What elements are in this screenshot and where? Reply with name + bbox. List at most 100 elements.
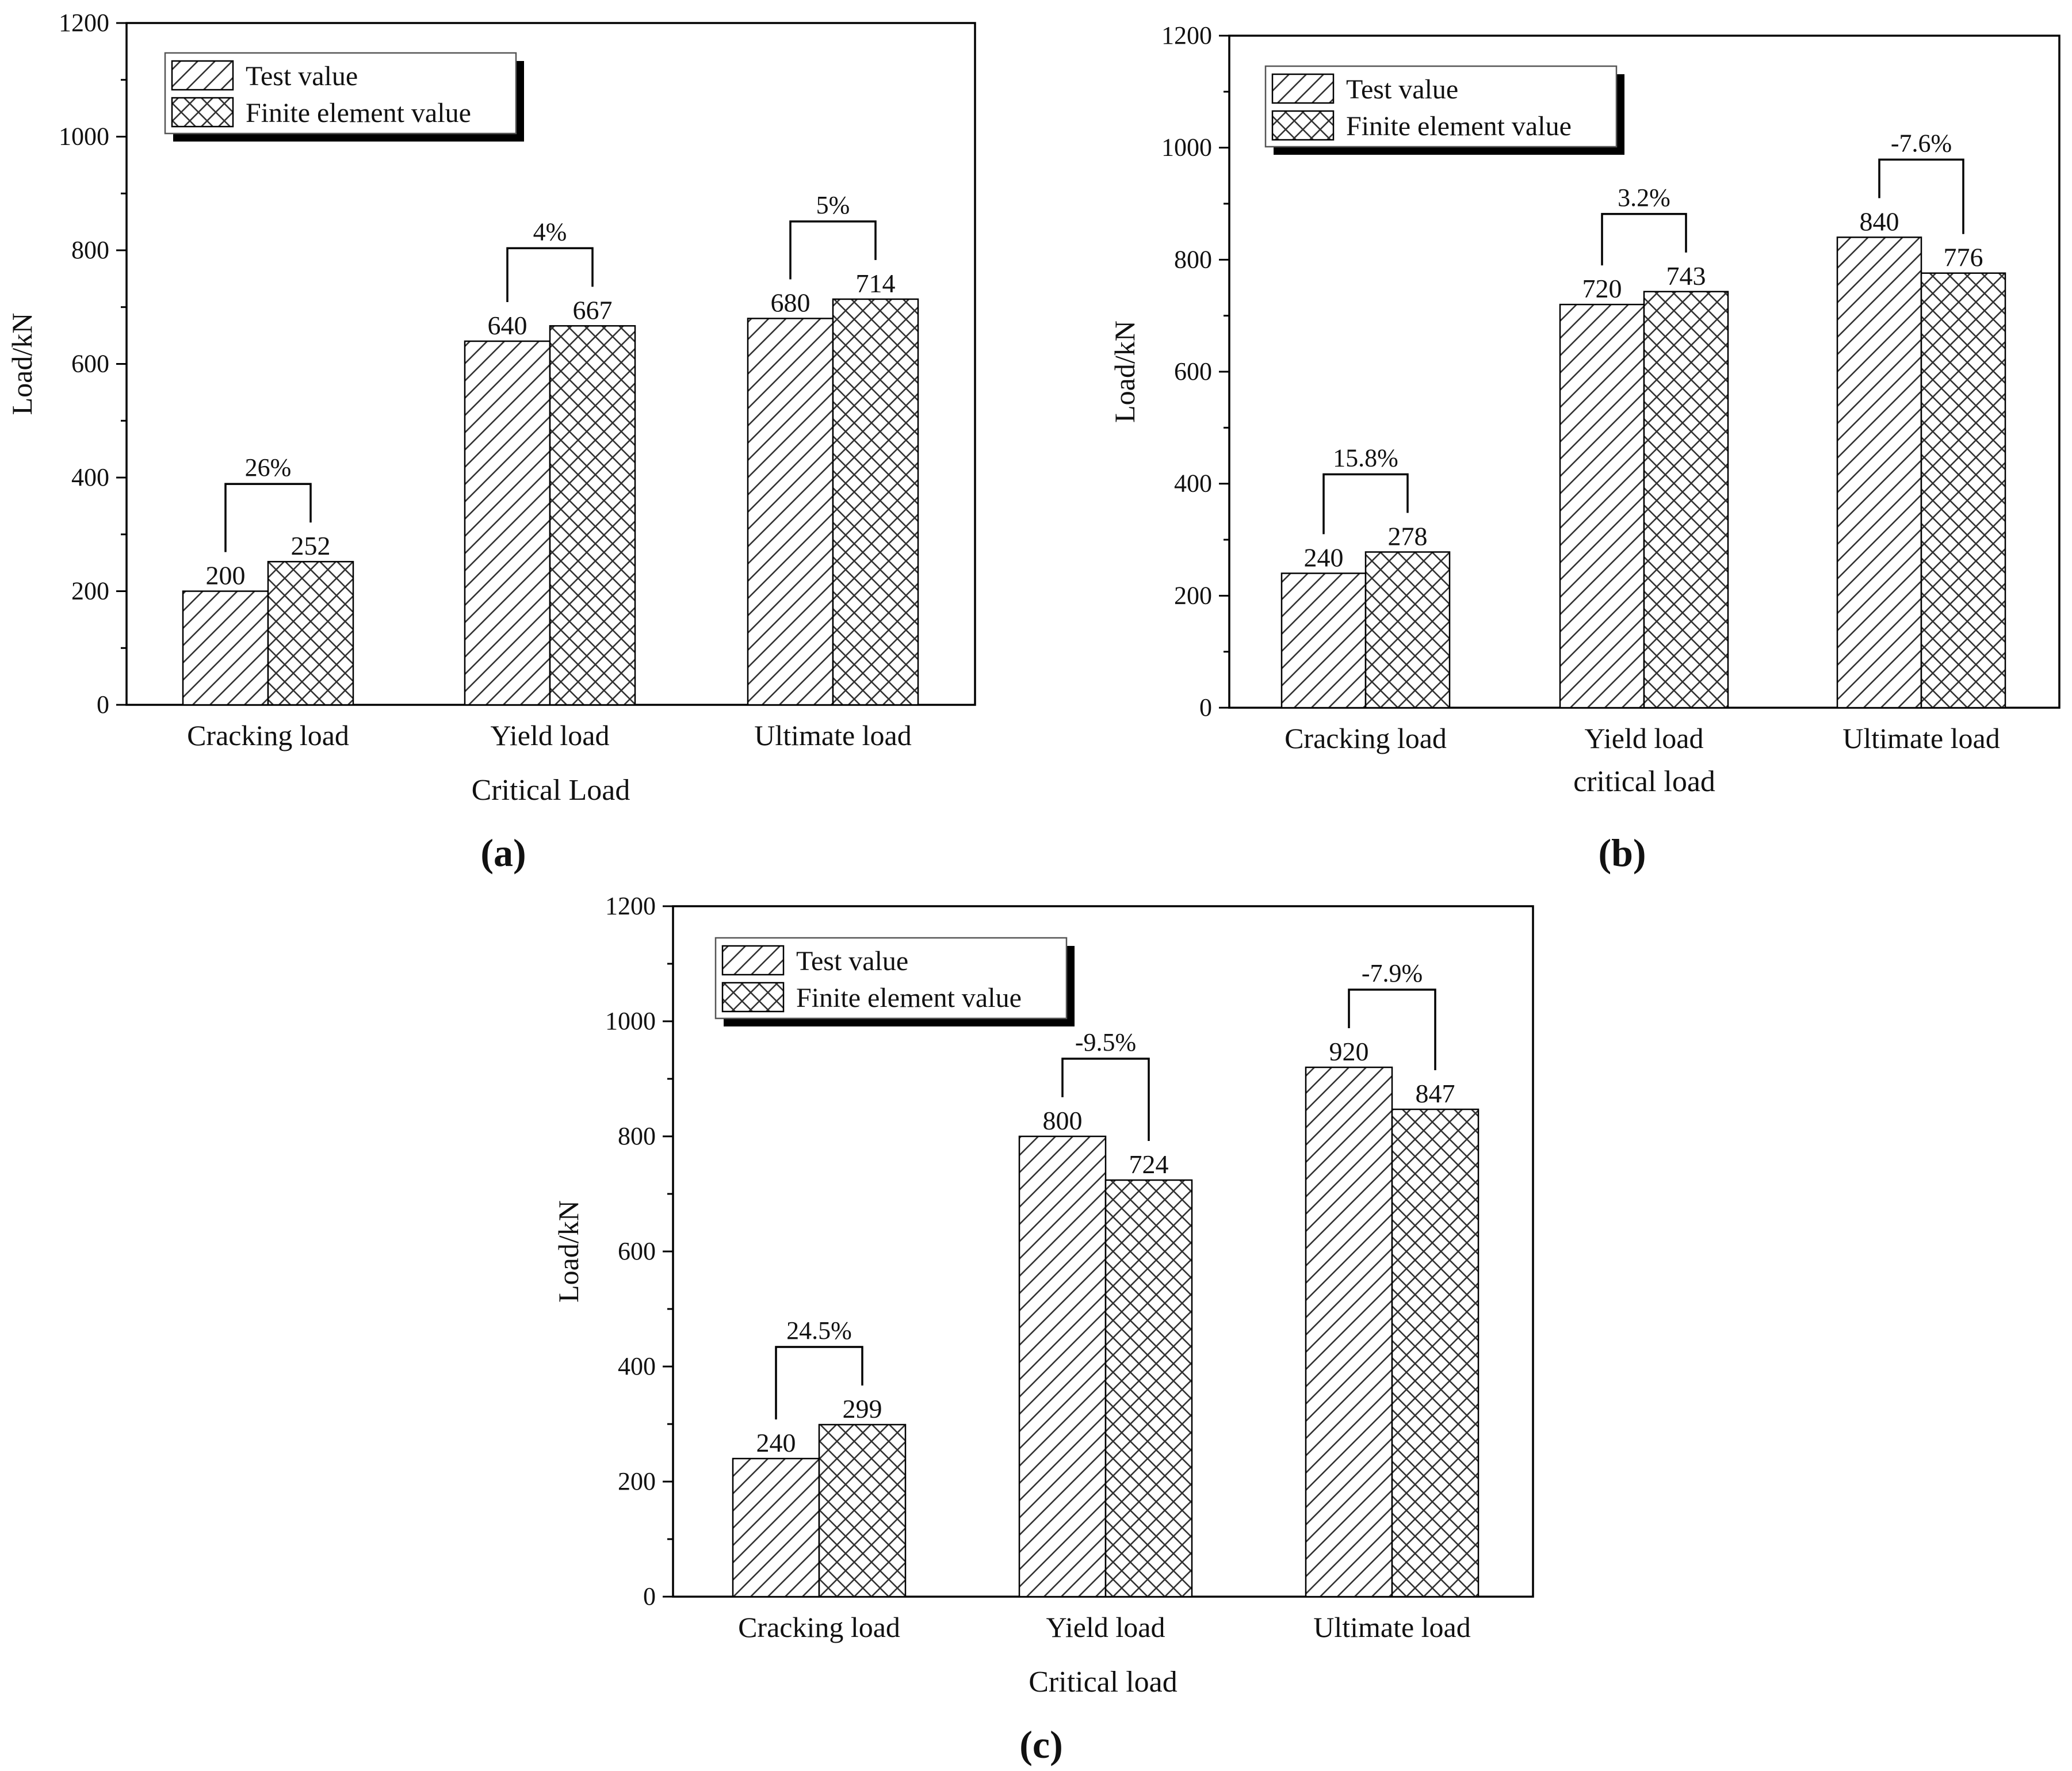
legend-label-fe: Finite element value bbox=[1346, 111, 1572, 142]
y-tick-label: 200 bbox=[1174, 581, 1212, 609]
bar-value-label: 714 bbox=[856, 269, 896, 298]
y-tick-label: 600 bbox=[1174, 357, 1212, 386]
chart-panel-b: 0 200 400 600 800 1000 1200 Load/kN 240 278 15.8% C… bbox=[1108, 21, 2060, 875]
chart-panel-a: 0 200 400 600 800 1000 1200 Load/kN 200 252 26% Cra… bbox=[6, 9, 976, 875]
legend-label-test: Test value bbox=[1346, 74, 1458, 105]
difference-annotation: -9.5% bbox=[1075, 1028, 1136, 1056]
bar-value-label: 776 bbox=[1944, 243, 1983, 272]
bar-finite-element-value bbox=[818, 1423, 907, 1598]
y-tick-label: 400 bbox=[1174, 470, 1212, 498]
y-tick-label: 600 bbox=[618, 1237, 656, 1265]
y-tick-label: 1200 bbox=[1161, 21, 1212, 49]
x-category-label: Yield load bbox=[1046, 1611, 1165, 1643]
bar-finite-element-value bbox=[1364, 551, 1451, 709]
y-tick-label: 1000 bbox=[1161, 133, 1212, 162]
y-tick-label: 800 bbox=[1174, 245, 1212, 273]
difference-annotation: 5% bbox=[816, 191, 850, 219]
bar-value-label: 299 bbox=[843, 1394, 882, 1423]
y-tick-label: 1200 bbox=[605, 892, 656, 920]
x-category-label: Cracking load bbox=[1285, 722, 1447, 754]
difference-bracket bbox=[1601, 213, 1687, 266]
legend-swatch-test bbox=[1271, 73, 1335, 104]
difference-bracket bbox=[1878, 158, 1964, 234]
difference-annotation: 24.5% bbox=[786, 1316, 852, 1345]
difference-annotation: 26% bbox=[245, 453, 292, 482]
x-category-label: Yield load bbox=[1585, 722, 1704, 754]
bar-value-label: 240 bbox=[756, 1428, 796, 1457]
y-tick-label: 1200 bbox=[59, 9, 109, 37]
panels-group: 0 200 400 600 800 1000 1200 Load/kN 200 252 26% Cra… bbox=[6, 9, 2060, 1766]
bar-value-label: 640 bbox=[488, 311, 527, 340]
bar-test-value bbox=[182, 590, 269, 706]
bar-value-label: 720 bbox=[1582, 274, 1622, 303]
bar-value-label: 920 bbox=[1329, 1037, 1369, 1066]
bar-finite-element-value bbox=[1920, 272, 2006, 709]
difference-bracket bbox=[224, 483, 312, 552]
legend-swatch-fe bbox=[171, 97, 234, 128]
legend-label-test: Test value bbox=[796, 946, 908, 976]
chart-panel-c: 0 200 400 600 800 1000 1200 Load/kN 240 299 24.5% C… bbox=[552, 892, 1534, 1766]
y-tick-label: 0 bbox=[643, 1582, 656, 1610]
bar-test-value bbox=[747, 318, 834, 706]
bar-test-value bbox=[1836, 236, 1922, 709]
bar-value-label: 278 bbox=[1388, 521, 1428, 551]
bar-finite-element-value bbox=[1643, 291, 1729, 709]
bar-test-value bbox=[1559, 303, 1645, 709]
bar-finite-element-value bbox=[267, 560, 354, 706]
difference-annotation: 3.2% bbox=[1618, 184, 1670, 212]
difference-bracket bbox=[1061, 1058, 1150, 1141]
panel-label: (c) bbox=[1019, 1723, 1062, 1766]
legend-swatch-test bbox=[171, 60, 234, 91]
x-category-label: Ultimate load bbox=[1842, 722, 2000, 754]
panel-label: (b) bbox=[1598, 831, 1646, 875]
x-category-label: Yield load bbox=[491, 719, 610, 751]
difference-annotation: 15.8% bbox=[1333, 444, 1398, 472]
bar-test-value bbox=[1018, 1135, 1107, 1598]
difference-bracket bbox=[789, 220, 877, 280]
bar-value-label: 847 bbox=[1416, 1079, 1455, 1108]
y-tick-label: 200 bbox=[618, 1467, 656, 1495]
y-tick-label: 400 bbox=[618, 1352, 656, 1380]
x-axis-label: Critical load bbox=[1029, 1666, 1177, 1699]
legend-label-test: Test value bbox=[246, 61, 358, 91]
bar-test-value bbox=[1305, 1066, 1393, 1598]
bar-finite-element-value bbox=[1391, 1108, 1480, 1598]
y-tick-label: 600 bbox=[71, 350, 109, 378]
bar-value-label: 240 bbox=[1304, 543, 1344, 572]
x-category-label: Ultimate load bbox=[754, 719, 912, 751]
bar-value-label: 252 bbox=[291, 531, 331, 560]
bar-finite-element-value bbox=[549, 325, 636, 706]
difference-bracket bbox=[506, 247, 594, 302]
y-tick-label: 800 bbox=[618, 1122, 656, 1150]
difference-annotation: -7.9% bbox=[1362, 959, 1423, 987]
bar-test-value bbox=[464, 340, 551, 706]
x-category-label: Cracking load bbox=[738, 1611, 900, 1643]
y-axis-label: Load/kN bbox=[552, 1200, 584, 1303]
y-tick-label: 400 bbox=[71, 463, 109, 491]
legend-swatch-fe bbox=[721, 982, 785, 1013]
difference-bracket bbox=[775, 1346, 863, 1419]
x-category-label: Ultimate load bbox=[1313, 1611, 1471, 1643]
y-tick-label: 1000 bbox=[605, 1007, 656, 1035]
bar-finite-element-value bbox=[832, 298, 919, 706]
bar-finite-element-value bbox=[1104, 1179, 1193, 1598]
bar-value-label: 200 bbox=[206, 561, 246, 590]
x-axis-label: Critical Load bbox=[472, 774, 630, 807]
y-tick-label: 0 bbox=[97, 690, 109, 719]
panel-label: (a) bbox=[480, 831, 526, 875]
legend-swatch-fe bbox=[1271, 110, 1335, 141]
difference-annotation: 4% bbox=[533, 217, 567, 246]
difference-bracket bbox=[1348, 988, 1436, 1070]
x-axis-label: critical load bbox=[1573, 765, 1715, 798]
difference-annotation: -7.6% bbox=[1891, 129, 1952, 157]
y-tick-label: 0 bbox=[1199, 693, 1212, 722]
bar-value-label: 800 bbox=[1043, 1106, 1083, 1135]
bar-value-label: 840 bbox=[1860, 207, 1899, 236]
x-category-label: Cracking load bbox=[187, 719, 349, 751]
legend-label-fe: Finite element value bbox=[246, 98, 471, 128]
bar-value-label: 680 bbox=[771, 288, 811, 318]
y-tick-label: 200 bbox=[71, 577, 109, 605]
bar-value-label: 667 bbox=[573, 295, 613, 325]
y-axis-label: Load/kN bbox=[1108, 320, 1141, 423]
